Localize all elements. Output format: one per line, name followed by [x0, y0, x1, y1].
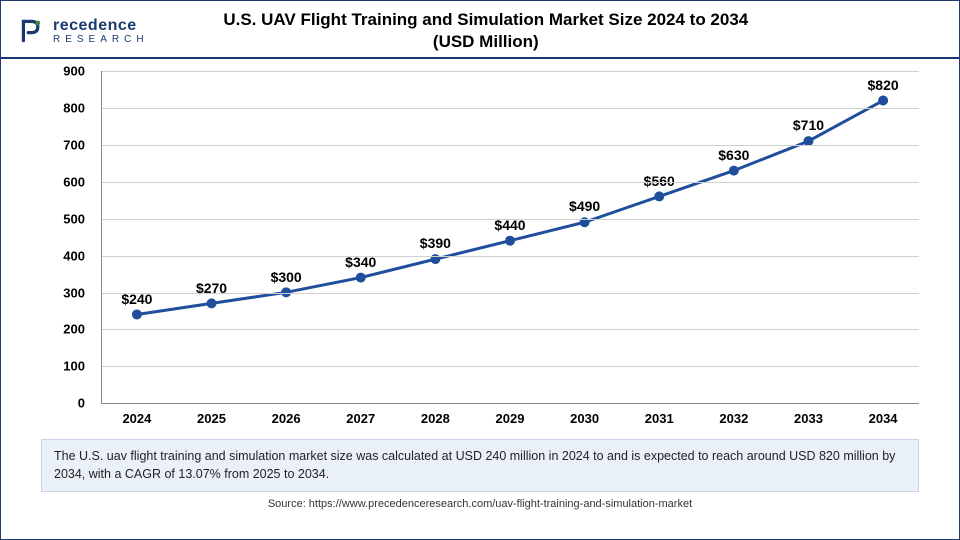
- y-axis-line: [101, 71, 102, 403]
- y-tick-label: 300: [45, 285, 85, 300]
- grid-line: [101, 219, 919, 220]
- grid-line: [101, 329, 919, 330]
- plot-area: $240$270$300$340$390$440$490$560$630$710…: [101, 71, 919, 403]
- description-box: The U.S. uav flight training and simulat…: [41, 439, 919, 492]
- logo-text: recedence RESEARCH: [53, 18, 149, 45]
- grid-line: [101, 182, 919, 183]
- grid-line: [101, 293, 919, 294]
- data-label: $390: [420, 235, 451, 251]
- header: recedence RESEARCH U.S. UAV Flight Train…: [1, 1, 959, 59]
- chart-title: U.S. UAV Flight Training and Simulation …: [149, 9, 943, 53]
- x-tick-label: 2025: [197, 411, 226, 426]
- y-tick-label: 900: [45, 64, 85, 79]
- y-tick-label: 400: [45, 248, 85, 263]
- grid-line: [101, 256, 919, 257]
- grid-line: [101, 71, 919, 72]
- x-axis: 2024 2025 2026 2027 2028 2029 2030 2031 2032 2033…: [101, 407, 919, 431]
- data-label: $560: [644, 173, 675, 189]
- y-tick-label: 700: [45, 137, 85, 152]
- x-tick-label: 2024: [122, 411, 151, 426]
- data-marker: [729, 166, 739, 176]
- logo-main-text: recedence: [53, 18, 149, 34]
- chart-area: 0100200300400500600700800900 $240$270$30…: [61, 71, 919, 431]
- x-tick-label: 2029: [496, 411, 525, 426]
- source-citation: Source: https://www.precedenceresearch.c…: [1, 498, 959, 510]
- description-text: The U.S. uav flight training and simulat…: [54, 449, 895, 481]
- x-tick-label: 2031: [645, 411, 674, 426]
- grid-line: [101, 145, 919, 146]
- x-tick-label: 2033: [794, 411, 823, 426]
- logo-icon: [17, 15, 49, 47]
- y-tick-label: 500: [45, 211, 85, 226]
- data-marker: [356, 273, 366, 283]
- title-line-2: (USD Million): [149, 31, 823, 53]
- data-marker: [878, 96, 888, 106]
- data-marker: [132, 310, 142, 320]
- source-text: Source: https://www.precedenceresearch.c…: [268, 498, 692, 510]
- data-label: $820: [868, 77, 899, 93]
- data-line: [137, 101, 883, 315]
- y-tick-label: 800: [45, 101, 85, 116]
- grid-line: [101, 366, 919, 367]
- x-tick-label: 2034: [869, 411, 898, 426]
- grid-line: [101, 403, 919, 404]
- x-tick-label: 2027: [346, 411, 375, 426]
- x-tick-label: 2026: [272, 411, 301, 426]
- data-marker: [505, 236, 515, 246]
- y-axis: 0100200300400500600700800900: [53, 71, 93, 403]
- data-label: $300: [271, 269, 302, 285]
- logo-sub-text: RESEARCH: [53, 35, 149, 45]
- x-tick-label: 2032: [719, 411, 748, 426]
- x-tick-label: 2028: [421, 411, 450, 426]
- data-label: $630: [718, 147, 749, 163]
- data-marker: [207, 299, 217, 309]
- data-marker: [654, 192, 664, 202]
- data-label: $710: [793, 117, 824, 133]
- x-tick-label: 2030: [570, 411, 599, 426]
- logo: recedence RESEARCH: [17, 15, 149, 47]
- data-label: $490: [569, 198, 600, 214]
- y-tick-label: 0: [45, 396, 85, 411]
- title-line-1: U.S. UAV Flight Training and Simulation …: [149, 9, 823, 31]
- y-tick-label: 600: [45, 174, 85, 189]
- y-tick-label: 200: [45, 322, 85, 337]
- y-tick-label: 100: [45, 359, 85, 374]
- grid-line: [101, 108, 919, 109]
